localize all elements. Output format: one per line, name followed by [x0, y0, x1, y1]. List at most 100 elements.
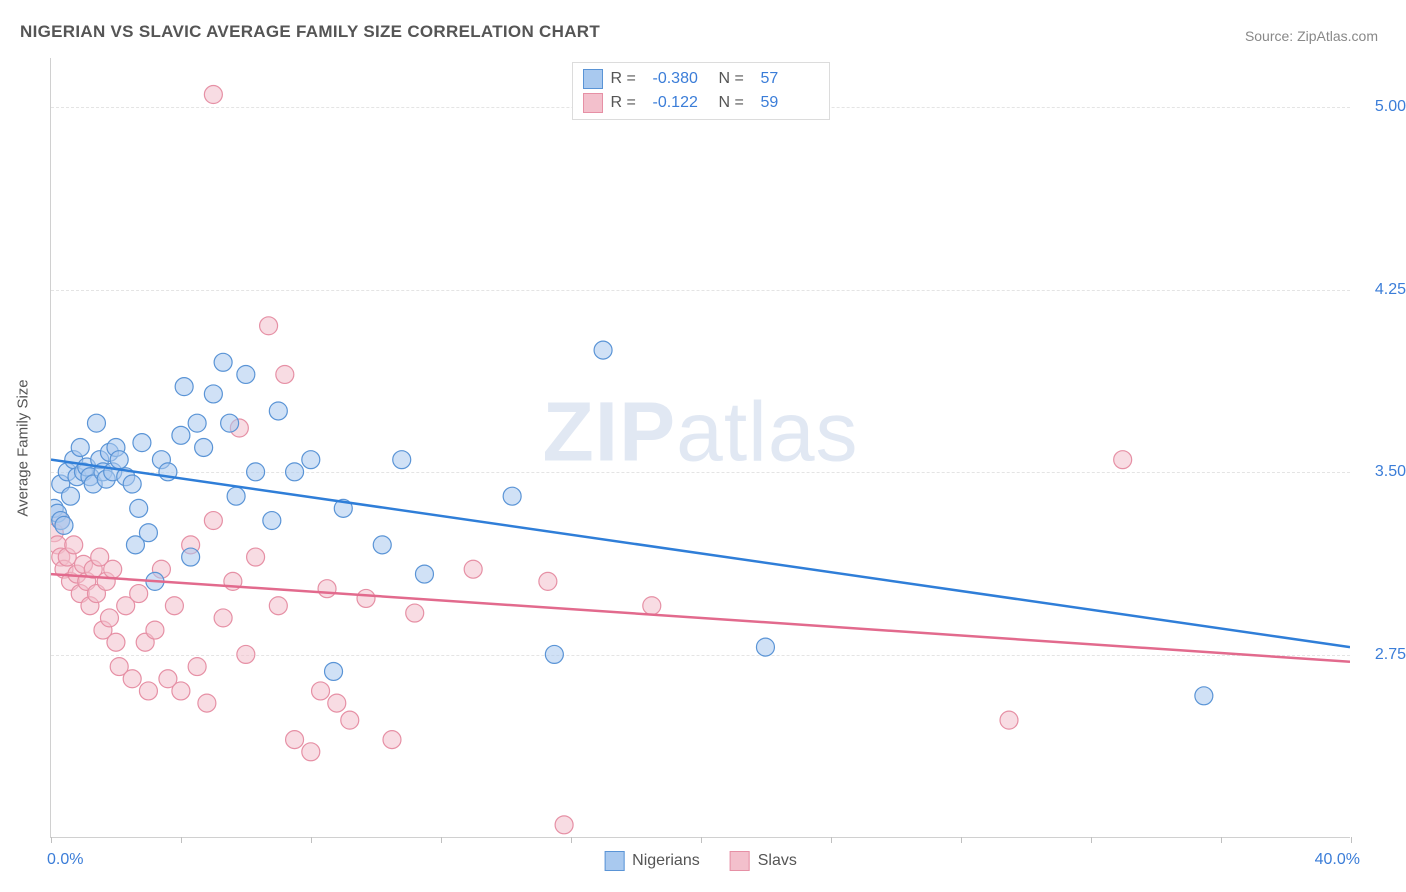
data-point [123, 475, 141, 493]
data-point [357, 589, 375, 607]
swatch-slavs-icon [730, 851, 750, 871]
data-point [545, 645, 563, 663]
xtick [1351, 837, 1352, 843]
data-point [341, 711, 359, 729]
scatter-chart [51, 58, 1350, 837]
data-point [643, 597, 661, 615]
data-point [1114, 451, 1132, 469]
ytick-label: 4.25 [1375, 281, 1406, 299]
data-point [100, 609, 118, 627]
data-point [107, 633, 125, 651]
data-point [204, 385, 222, 403]
legend-row-nigerians: R = -0.380 N = 57 [583, 67, 819, 91]
data-point [318, 580, 336, 598]
data-point [756, 638, 774, 656]
xtick [701, 837, 702, 843]
data-point [302, 451, 320, 469]
legend-n-label: N = [719, 67, 753, 91]
data-point [276, 365, 294, 383]
legend-r-value-0: -0.380 [653, 67, 711, 91]
data-point [503, 487, 521, 505]
xtick [1091, 837, 1092, 843]
legend-item-nigerians: Nigerians [604, 851, 700, 871]
data-point [214, 609, 232, 627]
legend-r-label: R = [611, 67, 645, 91]
xtick [961, 837, 962, 843]
ytick-label: 2.75 [1375, 646, 1406, 664]
data-point [594, 341, 612, 359]
legend-label-1: Slavs [758, 852, 797, 870]
data-point [1195, 687, 1213, 705]
ytick-label: 5.00 [1375, 98, 1406, 116]
legend-n-label: N = [719, 91, 753, 115]
data-point [269, 402, 287, 420]
swatch-slavs-icon [583, 93, 603, 113]
data-point [165, 597, 183, 615]
data-point [263, 512, 281, 530]
xaxis-min-label: 0.0% [47, 851, 83, 869]
plot-area: Average Family Size 5.004.253.502.75 ZIP… [50, 58, 1350, 838]
data-point [312, 682, 330, 700]
data-point [172, 426, 190, 444]
xtick [51, 837, 52, 843]
data-point [71, 439, 89, 457]
data-point [188, 414, 206, 432]
legend-n-value-1: 59 [761, 91, 819, 115]
data-point [65, 536, 83, 554]
xtick [181, 837, 182, 843]
data-point [260, 317, 278, 335]
data-point [204, 86, 222, 104]
data-point [182, 548, 200, 566]
data-point [247, 548, 265, 566]
data-point [139, 682, 157, 700]
data-point [393, 451, 411, 469]
data-point [555, 816, 573, 834]
swatch-nigerians-icon [583, 69, 603, 89]
data-point [175, 378, 193, 396]
xtick [441, 837, 442, 843]
ytick-label: 3.50 [1375, 463, 1406, 481]
data-point [237, 365, 255, 383]
data-point [464, 560, 482, 578]
data-point [195, 439, 213, 457]
xtick [831, 837, 832, 843]
legend-r-label: R = [611, 91, 645, 115]
swatch-nigerians-icon [604, 851, 624, 871]
data-point [373, 536, 391, 554]
legend-n-value-0: 57 [761, 67, 819, 91]
data-point [130, 585, 148, 603]
data-point [539, 572, 557, 590]
data-point [172, 682, 190, 700]
data-point [221, 414, 239, 432]
data-point [302, 743, 320, 761]
data-point [198, 694, 216, 712]
data-point [133, 434, 151, 452]
data-point [61, 487, 79, 505]
data-point [1000, 711, 1018, 729]
data-point [383, 731, 401, 749]
legend-r-value-1: -0.122 [653, 91, 711, 115]
data-point [55, 516, 73, 534]
data-point [188, 658, 206, 676]
data-point [286, 463, 304, 481]
data-point [123, 670, 141, 688]
data-point [406, 604, 424, 622]
data-point [104, 560, 122, 578]
legend-correlation: R = -0.380 N = 57 R = -0.122 N = 59 [572, 62, 830, 120]
data-point [227, 487, 245, 505]
data-point [237, 645, 255, 663]
legend-label-0: Nigerians [632, 852, 700, 870]
xtick [571, 837, 572, 843]
data-point [325, 662, 343, 680]
data-point [269, 597, 287, 615]
xaxis-max-label: 40.0% [1315, 851, 1360, 869]
data-point [146, 621, 164, 639]
xtick [1221, 837, 1222, 843]
data-point [204, 512, 222, 530]
data-point [328, 694, 346, 712]
data-point [110, 451, 128, 469]
data-point [130, 499, 148, 517]
xtick [311, 837, 312, 843]
data-point [214, 353, 232, 371]
source-label: Source: ZipAtlas.com [1245, 28, 1378, 44]
